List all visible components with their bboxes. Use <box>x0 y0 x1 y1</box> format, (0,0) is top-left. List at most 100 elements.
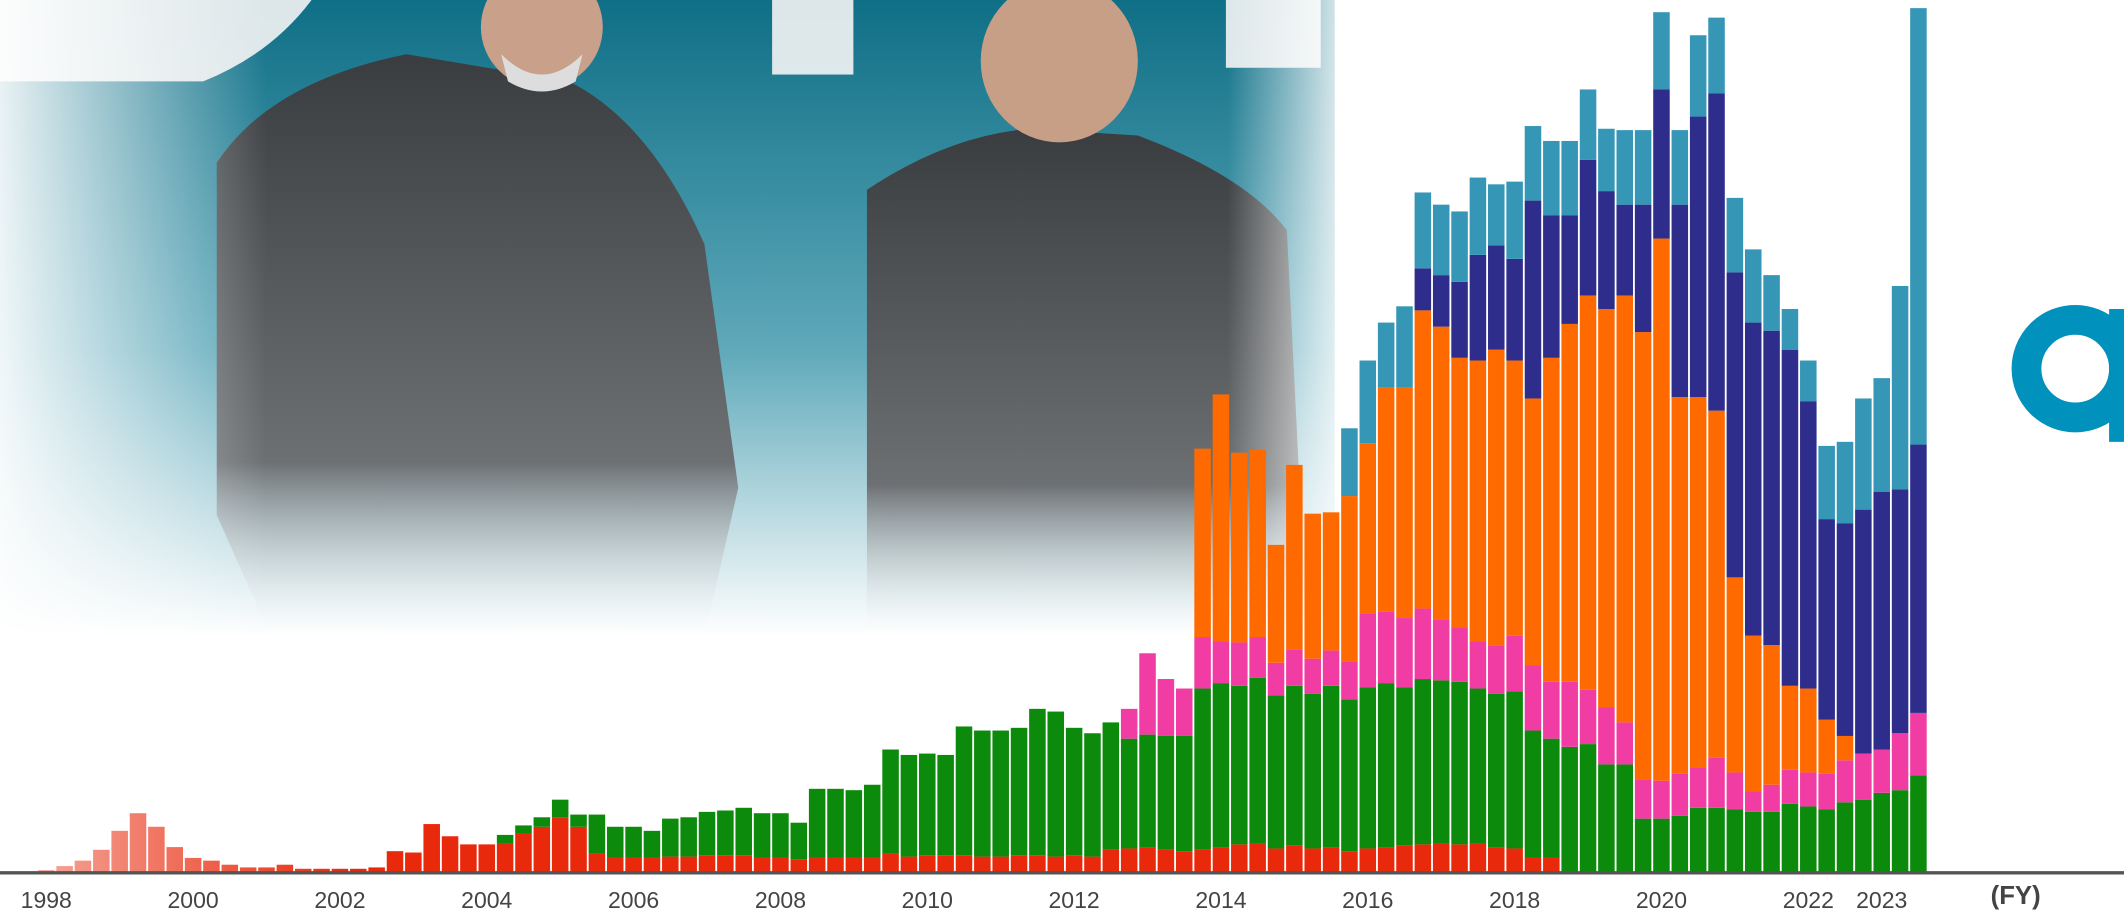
x-tick-label: 2002 <box>314 887 365 913</box>
bar-segment <box>808 857 826 872</box>
bar-segment <box>1855 753 1872 800</box>
bar-segment <box>955 855 973 872</box>
bar-segment <box>1543 738 1560 858</box>
bar-segment <box>1304 693 1321 849</box>
bar-segment <box>1488 245 1505 350</box>
bar-segment <box>1322 685 1340 848</box>
bar-segment <box>900 754 918 857</box>
bar-segment <box>423 824 440 872</box>
bar-segment <box>1377 683 1395 848</box>
bar-segment <box>808 788 826 858</box>
bar-segment <box>1469 641 1487 689</box>
bar-segment <box>1432 680 1450 844</box>
x-ticks: 1998 2000 2002 2004 2006 2008 2010 2012 2014 2016… <box>21 887 1908 913</box>
bar-segment <box>1726 197 1744 273</box>
bar-segment <box>1726 577 1744 773</box>
bar-segment <box>1341 661 1358 700</box>
bar-segment <box>1873 378 1890 492</box>
bar-segment <box>1304 513 1321 659</box>
bar-segment <box>1910 8 1927 445</box>
bar-segment <box>1671 815 1689 872</box>
bar-segment <box>588 814 606 854</box>
bar-segment <box>606 857 624 872</box>
bar-segment <box>1653 12 1670 90</box>
bar-segment <box>1781 349 1799 686</box>
bar-segment <box>1469 843 1487 872</box>
bar-segment <box>570 826 587 872</box>
bar-segment <box>1836 523 1854 736</box>
bar-segment <box>1396 306 1413 388</box>
bar-segment <box>515 825 532 834</box>
bar-segment <box>1579 744 1597 872</box>
bar-segment <box>1194 448 1211 638</box>
bar-segment <box>698 855 716 872</box>
bar-segment <box>1304 848 1321 872</box>
bar-segment <box>1543 140 1560 216</box>
bar-segment <box>1781 769 1799 804</box>
bar-segment <box>643 830 661 858</box>
bar-segment <box>1818 809 1835 872</box>
bar-segment <box>1598 707 1615 765</box>
bar-segment <box>1561 323 1578 682</box>
bar-segment <box>1065 727 1083 856</box>
bar-segment <box>496 843 514 872</box>
bar-segment <box>1891 285 1909 490</box>
bar-segment <box>717 810 734 856</box>
bar-segment <box>1432 204 1450 276</box>
bar-segment <box>1744 811 1762 872</box>
bar-segment <box>1139 847 1156 872</box>
bar-segment <box>1818 773 1835 810</box>
bar-segment <box>1286 685 1303 846</box>
bar-segment <box>1322 512 1340 651</box>
x-tick-label: 2023 <box>1856 887 1907 913</box>
bar-segment <box>1524 126 1542 201</box>
bar-segment <box>533 826 551 872</box>
bar-segment <box>1579 159 1597 296</box>
bar-segment <box>1377 322 1395 388</box>
background-photo <box>0 0 1335 638</box>
bar-segment <box>1231 452 1248 643</box>
bar-segment <box>1524 200 1542 399</box>
bar-segment <box>1047 711 1065 857</box>
bar-segment <box>1359 443 1377 614</box>
bar-segment <box>1065 855 1083 872</box>
bar-segment <box>1084 733 1101 857</box>
bar-segment <box>1781 309 1799 350</box>
bar-segment <box>1616 130 1634 205</box>
bar-segment <box>1469 688 1487 844</box>
bar-segment <box>1800 401 1817 689</box>
bar-segment <box>441 836 459 872</box>
bar-segment <box>1084 856 1101 872</box>
bar-segment <box>1359 360 1377 444</box>
bar-segment <box>680 856 697 872</box>
bar-segment <box>1377 611 1395 684</box>
bar-segment <box>1598 191 1615 310</box>
bar-segment <box>1689 397 1707 768</box>
bar-segment <box>1341 851 1358 872</box>
bar-segment <box>1488 847 1505 872</box>
bar-segment <box>1579 295 1597 690</box>
bar-segment <box>698 811 716 856</box>
bar-segment <box>606 826 624 858</box>
bar-segment <box>1341 699 1358 852</box>
bar-segment <box>1157 679 1175 736</box>
bar-segment <box>1231 685 1248 845</box>
bar-segment <box>1579 89 1597 160</box>
bar-segment <box>625 857 642 872</box>
bar-segment <box>1524 857 1542 872</box>
x-tick-label: 2008 <box>755 887 806 913</box>
bar-segment <box>882 853 899 872</box>
bar-segment <box>845 857 863 872</box>
bar-segment <box>1506 848 1523 872</box>
bar-segment <box>827 788 844 858</box>
bar-segment <box>1432 326 1450 620</box>
bar-segment <box>1506 258 1523 361</box>
bar-segment <box>1157 735 1175 850</box>
bar-segment <box>478 844 496 872</box>
bar-segment <box>1396 687 1413 846</box>
bar-segment <box>1267 544 1285 663</box>
bar-segment <box>1249 449 1266 638</box>
bar-segment <box>1469 177 1487 255</box>
bar-segment <box>1634 332 1652 780</box>
